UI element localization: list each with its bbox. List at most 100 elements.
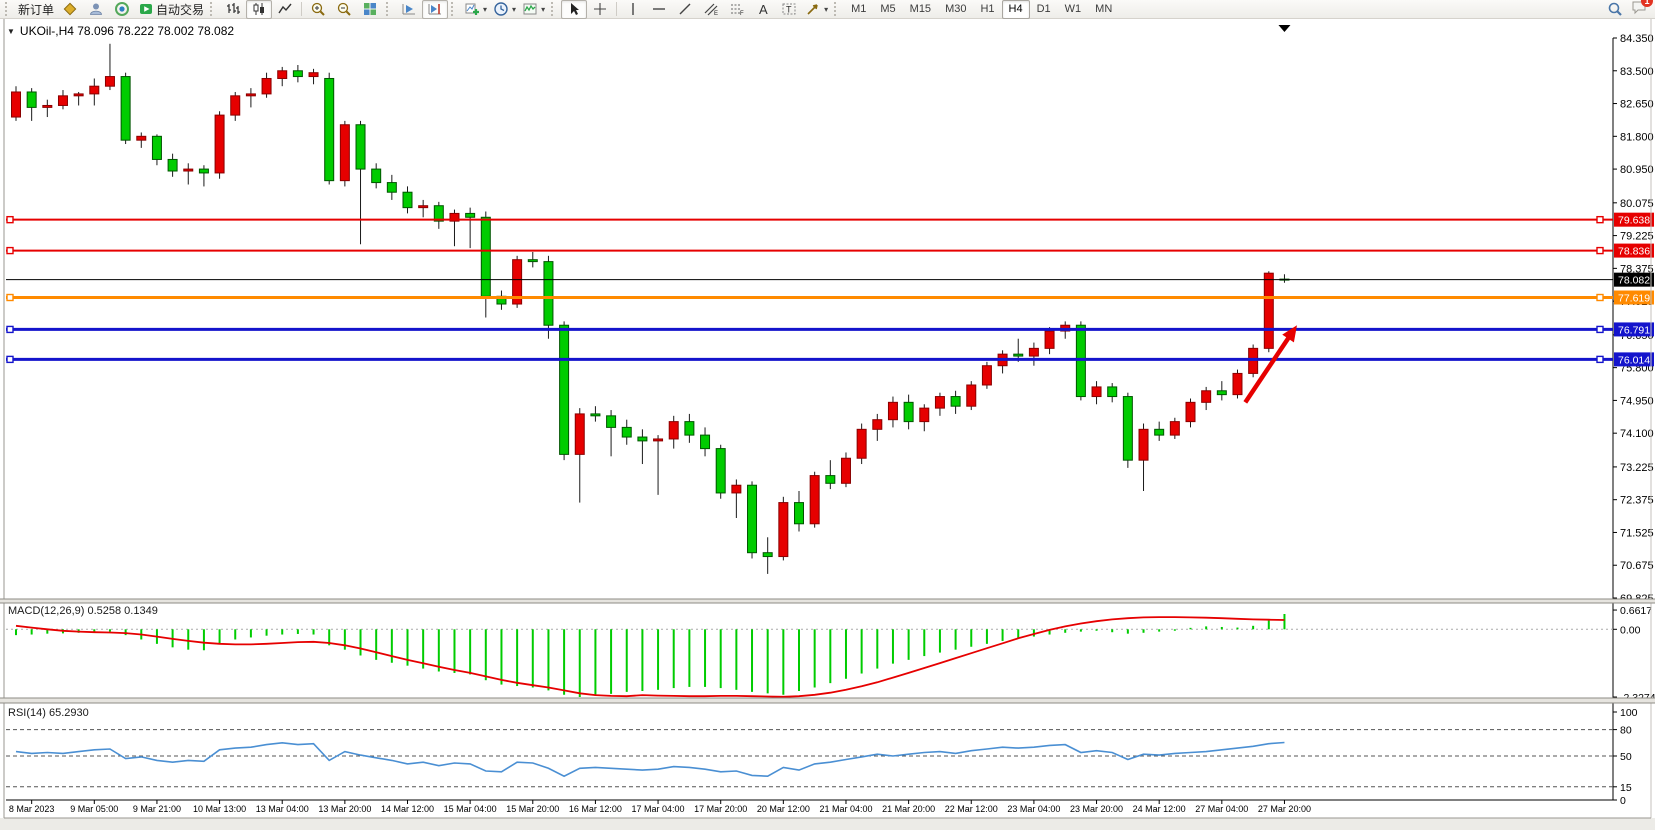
hline-object-76.791[interactable] — [6, 325, 1613, 334]
svg-text:E: E — [714, 11, 718, 17]
auto-trading-button[interactable]: 自动交易 — [135, 0, 207, 19]
price-tag-77.619: 77.619 — [1614, 290, 1654, 305]
new-order-button[interactable]: 新订单 — [15, 0, 57, 19]
fibonacci-button[interactable]: F — [724, 0, 750, 19]
notification-badge: 1 — [1641, 0, 1653, 7]
line-handle[interactable] — [6, 293, 14, 302]
price-panel[interactable] — [6, 43, 1613, 574]
line-handle[interactable] — [6, 355, 14, 364]
timeframe-m30-button[interactable]: M30 — [945, 2, 967, 15]
toolbar-drag-handle[interactable] — [451, 2, 457, 16]
trend-line-button[interactable] — [672, 0, 698, 19]
hline-object-78.836[interactable] — [6, 246, 1613, 255]
time-tick-label: 13 Mar 04:00 — [256, 804, 309, 814]
timeframe-mn-button[interactable]: MN — [1095, 2, 1113, 15]
zoom-in-button[interactable] — [305, 0, 331, 19]
text-label-button[interactable]: T — [776, 0, 802, 19]
chevron-down-icon[interactable]: ▾ — [824, 4, 829, 14]
price-tick-label: 74.950 — [1620, 395, 1654, 407]
text-button[interactable]: A — [750, 0, 776, 19]
time-tick-label: 10 Mar 13:00 — [193, 804, 246, 814]
toolbar-drag-handle[interactable] — [5, 2, 11, 16]
chart-canvas[interactable]: 84.350 83.500 82.650 81.800 80.950 80.075 79.2… — [0, 19, 1655, 825]
price-tick-label: 80.950 — [1620, 164, 1654, 176]
linechart-icon — [277, 1, 293, 17]
hline-object-77.619[interactable] — [6, 293, 1613, 302]
time-tick-label: 9 Mar 21:00 — [133, 804, 181, 814]
add-indicator-button[interactable]: ▾ — [461, 0, 490, 19]
toolbar-separator — [616, 2, 618, 16]
arrows-icon — [805, 1, 821, 17]
timeframe-m1-button[interactable]: M1 — [851, 2, 867, 15]
tile-windows-button[interactable] — [357, 0, 383, 19]
price-tick-label: 78.375 — [1620, 263, 1654, 275]
chart-shift-button[interactable] — [422, 0, 449, 19]
cursor-icon — [566, 1, 582, 17]
signals-button[interactable] — [109, 0, 135, 19]
chevron-down-icon[interactable]: ▾ — [541, 4, 546, 14]
line-handle[interactable] — [1596, 355, 1604, 364]
cursor-button[interactable] — [561, 0, 588, 19]
chevron-down-icon[interactable]: ▾ — [512, 4, 517, 14]
chevron-down-icon[interactable]: ▾ — [483, 4, 488, 14]
price-tick-label: 81.800 — [1620, 131, 1654, 143]
periods-menu-button[interactable]: ▾ — [490, 0, 519, 19]
horizontal-line-button[interactable] — [646, 0, 672, 19]
line-handle[interactable] — [6, 325, 14, 334]
toolbar-drag-handle[interactable] — [551, 2, 557, 16]
chart-title-text: UKOil-,H4 78.096 78.222 78.002 78.082 — [19, 24, 235, 38]
trend-arrow-annotation[interactable] — [1243, 325, 1297, 404]
search-icon[interactable] — [1607, 1, 1623, 17]
line-chart-button[interactable] — [272, 0, 298, 19]
rsi-tick-label: 100 — [1620, 707, 1638, 719]
timeframe-h4-button[interactable]: H4 — [1001, 0, 1030, 19]
bars-chart-button[interactable] — [220, 0, 246, 19]
toolbar-drag-handle[interactable] — [386, 2, 392, 16]
time-tick-label: 23 Mar 04:00 — [1007, 804, 1060, 814]
timeframe-w1-button[interactable]: W1 — [1064, 2, 1082, 15]
time-tick-label: 27 Mar 04:00 — [1195, 804, 1248, 814]
templates-menu-button[interactable]: ▾ — [519, 0, 548, 19]
bars-icon — [225, 1, 241, 17]
community-button[interactable] — [83, 0, 109, 19]
crosshair-icon — [592, 1, 608, 17]
macd-panel[interactable] — [6, 613, 1613, 698]
line-handle[interactable] — [1596, 293, 1604, 302]
line-handle[interactable] — [1596, 325, 1604, 334]
profile-button[interactable] — [57, 0, 83, 19]
chart-menu-arrow-icon[interactable]: ▼ — [7, 26, 15, 36]
hline-object-76.014[interactable] — [6, 355, 1613, 364]
price-tick-label: 71.525 — [1620, 527, 1654, 539]
timeframe-h1-button[interactable]: H1 — [980, 2, 995, 15]
equidistant-channel-button[interactable]: E — [698, 0, 724, 19]
chart-window[interactable]: ▼ UKOil-,H4 78.096 78.222 78.002 78.082 … — [0, 19, 1655, 825]
price-axis[interactable]: 84.350 83.500 82.650 81.800 80.950 80.075 79.2… — [1612, 33, 1655, 807]
vertical-line-button[interactable] — [620, 0, 646, 19]
timeframe-m15-button[interactable]: M15 — [909, 2, 932, 15]
vline-icon — [625, 1, 641, 17]
chart-shift-marker[interactable] — [1278, 25, 1291, 32]
toolbar-drag-handle[interactable] — [210, 2, 216, 16]
line-handle[interactable] — [6, 215, 14, 224]
auto-scroll-button[interactable] — [396, 0, 422, 19]
rsi-tick-label: 0 — [1620, 795, 1626, 807]
line-handle[interactable] — [1596, 215, 1604, 224]
arrows-button[interactable]: ▾ — [802, 0, 831, 19]
candles-chart-button[interactable] — [246, 0, 273, 19]
zoom-out-button[interactable] — [331, 0, 357, 19]
line-handle[interactable] — [6, 246, 14, 255]
hline-object-79.638[interactable] — [6, 215, 1613, 224]
price-tick-label: 73.225 — [1620, 462, 1654, 474]
crosshair-button[interactable] — [587, 0, 613, 19]
price-tick-label: 70.675 — [1620, 560, 1654, 572]
time-axis[interactable]: 8 Mar 2023 9 Mar 05:00 9 Mar 21:00 10 Mar 1… — [6, 799, 1613, 814]
timeframe-m5-button[interactable]: M5 — [880, 2, 896, 15]
community-icon — [88, 1, 104, 17]
toolbar-drag-handle[interactable] — [834, 2, 840, 16]
chat-icon[interactable]: 1 — [1631, 0, 1653, 20]
time-tick-label: 14 Mar 12:00 — [381, 804, 434, 814]
line-handle[interactable] — [1596, 246, 1604, 255]
timeframe-d1-button[interactable]: D1 — [1036, 2, 1051, 15]
price-tick-label: 83.500 — [1620, 66, 1654, 78]
rsi-panel[interactable] — [6, 729, 1613, 788]
